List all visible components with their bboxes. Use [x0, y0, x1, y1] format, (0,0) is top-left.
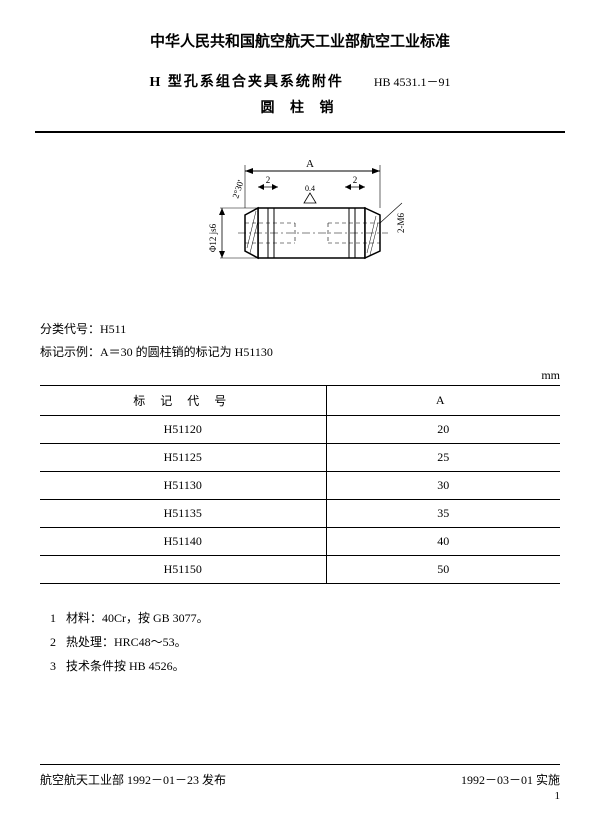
cell-code: H51120 [40, 415, 326, 443]
unit-label: mm [40, 368, 560, 383]
doc-title: H 型孔系组合夹具系统附件 [149, 71, 343, 91]
table-row: H5112525 [40, 443, 560, 471]
svg-text:Φ12 js6: Φ12 js6 [208, 223, 218, 252]
note-item: 1材料：40Cr，按 GB 3077。 [50, 606, 560, 630]
cell-a: 35 [326, 499, 560, 527]
cell-code: H51150 [40, 555, 326, 583]
table-row: H5112020 [40, 415, 560, 443]
col-header-a: A [326, 385, 560, 415]
meta-block: 分类代号：H511 标记示例：A＝30 的圆柱销的标记为 H51130 [40, 318, 560, 364]
note-item: 2热处理：HRC48～53。 [50, 630, 560, 654]
svg-text:2: 2 [266, 175, 271, 185]
cell-a: 40 [326, 527, 560, 555]
cell-code: H51135 [40, 499, 326, 527]
footer-left: 航空航天工业部 1992－01－23 发布 [40, 771, 226, 788]
footer-right: 1992－03－01 实施 [461, 771, 560, 788]
cell-a: 30 [326, 471, 560, 499]
cell-a: 20 [326, 415, 560, 443]
example-value: A＝30 的圆柱销的标记为 H51130 [100, 345, 273, 359]
standard-number: HB 4531.1－91 [374, 73, 451, 90]
table-row: H5114040 [40, 527, 560, 555]
table-row: H5113030 [40, 471, 560, 499]
note-item: 3技术条件按 HB 4526。 [50, 654, 560, 678]
svg-text:0.4: 0.4 [305, 184, 315, 193]
spec-table: 标 记 代 号 A H5112020H5112525H5113030H51135… [40, 385, 560, 584]
svg-text:2-M6: 2-M6 [396, 213, 406, 233]
class-label: 分类代号： [40, 322, 100, 336]
doc-subtitle: 圆 柱 销 [40, 97, 560, 117]
notes-block: 1材料：40Cr，按 GB 3077。2热处理：HRC48～53。3技术条件按 … [40, 606, 560, 678]
svg-text:2°30': 2°30' [230, 178, 245, 199]
cell-code: H51140 [40, 527, 326, 555]
svg-text:2: 2 [353, 175, 358, 185]
col-header-code: 标 记 代 号 [40, 385, 326, 415]
footer: 航空航天工业部 1992－01－23 发布 1992－03－01 实施 1 [40, 764, 560, 802]
svg-text:A: A [306, 158, 314, 170]
table-row: H5113535 [40, 499, 560, 527]
class-value: H511 [100, 322, 126, 336]
cell-code: H51130 [40, 471, 326, 499]
cell-a: 50 [326, 555, 560, 583]
rule-top [35, 131, 565, 133]
cell-a: 25 [326, 443, 560, 471]
example-label: 标记示例： [40, 345, 100, 359]
page-number: 1 [40, 790, 560, 802]
table-row: H5115050 [40, 555, 560, 583]
cell-code: H51125 [40, 443, 326, 471]
org-title: 中华人民共和国航空航天工业部航空工业标准 [40, 30, 560, 51]
technical-diagram: A 2 2 0.4 [40, 153, 560, 293]
